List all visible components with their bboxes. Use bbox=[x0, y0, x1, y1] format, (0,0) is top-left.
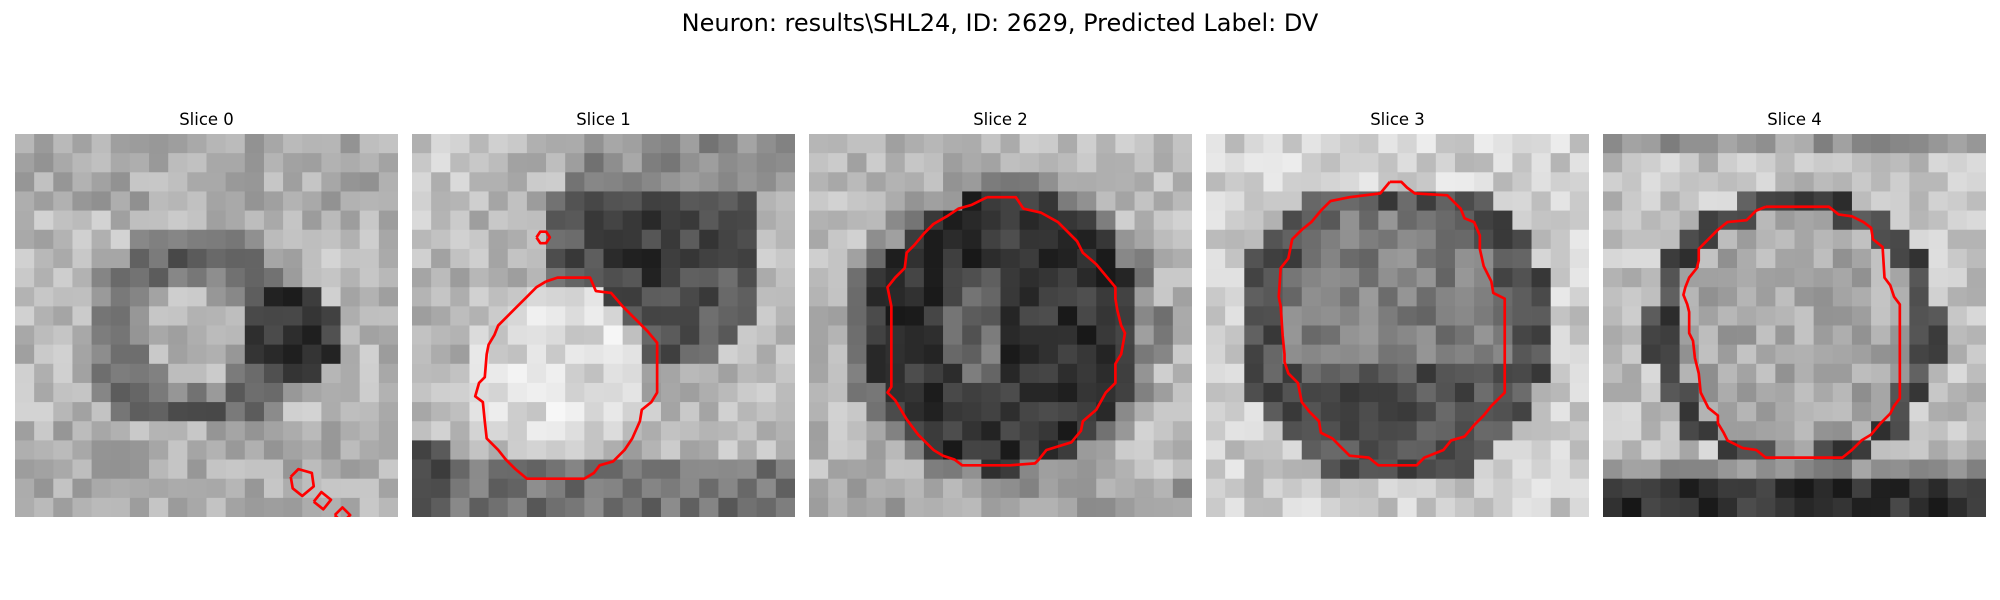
slice-image-2 bbox=[809, 134, 1192, 517]
slice-panel-3: Slice 3 bbox=[1206, 110, 1589, 517]
roi-contour bbox=[1277, 180, 1507, 467]
slice-title: Slice 1 bbox=[576, 110, 631, 129]
slice-title: Slice 4 bbox=[1767, 110, 1822, 129]
slice-pixels bbox=[15, 134, 398, 517]
slice-image-1 bbox=[412, 134, 795, 517]
slice-title: Slice 3 bbox=[1370, 110, 1425, 129]
slice-pixels bbox=[809, 134, 1192, 517]
roi-contour bbox=[289, 467, 316, 498]
slice-pixels bbox=[412, 134, 795, 517]
roi-contour bbox=[886, 195, 1127, 467]
slice-pixels bbox=[1603, 134, 1986, 517]
slice-panel-0: Slice 0 bbox=[15, 110, 398, 517]
roi-contour bbox=[312, 490, 333, 511]
roi-contour bbox=[535, 230, 552, 245]
roi-contour bbox=[1682, 205, 1902, 459]
slice-pixels bbox=[1206, 134, 1589, 517]
slice-image-3 bbox=[1206, 134, 1589, 517]
roi-contour bbox=[473, 276, 659, 481]
slice-panel-4: Slice 4 bbox=[1603, 110, 1986, 517]
slice-image-4 bbox=[1603, 134, 1986, 517]
roi-contour bbox=[333, 506, 352, 517]
slice-panel-2: Slice 2 bbox=[809, 110, 1192, 517]
slice-title: Slice 2 bbox=[973, 110, 1028, 129]
slice-title: Slice 0 bbox=[179, 110, 234, 129]
slice-panel-1: Slice 1 bbox=[412, 110, 795, 517]
slice-image-0 bbox=[15, 134, 398, 517]
figure-title: Neuron: results\SHL24, ID: 2629, Predict… bbox=[681, 9, 1319, 37]
